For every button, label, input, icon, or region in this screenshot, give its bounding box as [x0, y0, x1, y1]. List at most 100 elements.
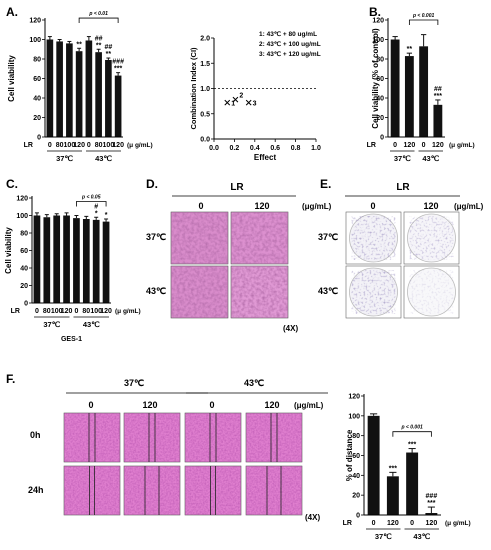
y-tick-label: 0: [356, 512, 360, 519]
significance-mark: ##: [104, 44, 112, 51]
data-point: [224, 99, 231, 106]
x-tick-label: 120: [61, 308, 73, 315]
panel-f-row-24h: 24h: [28, 485, 44, 495]
x-tick-label: 0.8: [291, 145, 301, 152]
x-prefix-label: LR: [367, 142, 376, 149]
data-point: [245, 99, 252, 106]
y-tick-label: 100: [348, 413, 360, 420]
group-label: 43℃: [413, 532, 430, 541]
bar: [386, 476, 399, 515]
significance-bracket: [78, 17, 119, 24]
y-tick-label: 80: [352, 433, 360, 440]
y-axis-label: Combination Index (CI): [189, 47, 198, 130]
bracket-label: p < 0.05: [81, 195, 101, 201]
significance-mark: ***: [114, 66, 122, 73]
panel-e-colony-plates: LR 0 120 (μg/mL) 37℃ 43℃: [318, 182, 484, 319]
y-axis-label: Cell viability: [4, 227, 13, 274]
y-tick-label: 60: [352, 453, 360, 460]
x-tick-label: 120: [100, 308, 112, 315]
data-point-label: 1: [231, 101, 235, 108]
significance-mark: ***: [389, 465, 397, 472]
bar: [105, 59, 112, 137]
y-tick-label: 80: [20, 230, 28, 237]
x-tick-label: 100: [64, 142, 76, 149]
x-tick-label: 0: [87, 142, 91, 149]
wound-texture: [64, 413, 120, 462]
group-label: 37℃: [56, 154, 73, 163]
panel-f-row-0h: 0h: [30, 430, 41, 440]
wound-texture: [185, 466, 241, 515]
bar: [419, 46, 429, 138]
panel-f-magnification: (4X): [305, 513, 320, 522]
y-tick-label: 20: [352, 493, 360, 500]
y-tick-label: 20: [33, 115, 41, 122]
bar: [75, 51, 83, 138]
y-tick-label: 1.0: [200, 86, 210, 93]
panel-e-row-43: 43℃: [318, 286, 338, 296]
significance-mark: ***: [434, 93, 442, 100]
panel-d-col-120: 120: [254, 201, 269, 211]
x-tick-label: 0: [422, 142, 426, 149]
x-tick-label: 0.0: [209, 145, 219, 152]
x-unit-label: (μ g/mL): [115, 308, 141, 315]
y-tick-label: 60: [376, 76, 384, 83]
significance-bracket: [392, 431, 432, 437]
x-tick-label: 0.4: [250, 145, 260, 152]
y-tick-label: 40: [376, 95, 384, 102]
bar: [367, 415, 380, 515]
bar: [92, 219, 100, 303]
panel-d-title: LR: [230, 182, 244, 193]
x-tick-label: 120: [73, 142, 85, 149]
x-tick-label: 80: [82, 308, 90, 315]
x-tick-label: 120: [404, 142, 416, 149]
y-axis-label: Cell viability (% of control): [371, 28, 380, 129]
panel-d-row-37: 37℃: [146, 232, 166, 242]
data-point-label: 3: [253, 101, 257, 108]
panel-e-title: LR: [396, 182, 410, 193]
wound-texture: [246, 466, 302, 515]
panel-f-wound-healing: 37℃ 43℃ 0 120 0 120 (μg/mL) 0h 24h (4X): [28, 378, 328, 522]
bar: [43, 217, 51, 303]
wound-texture: [246, 413, 302, 462]
x-tick-label: 120: [387, 520, 399, 527]
group-caption: GES-1: [61, 336, 82, 343]
y-tick-label: 0: [380, 134, 384, 141]
group-label: 43℃: [95, 154, 112, 163]
bracket-label: p < 0.01: [88, 11, 108, 17]
x-tick-label: 120: [432, 142, 444, 149]
panel-f-temp-37: 37℃: [124, 378, 144, 388]
x-tick-label: 80: [43, 308, 51, 315]
x-axis-label: Effect: [254, 153, 277, 162]
y-tick-label: 0: [37, 134, 41, 141]
legend-entry: 1: 43℃ + 80 ug/mL: [259, 30, 317, 38]
chart-a-combination-index: 0.0 0.5 1.0 1.5 2.0 0.0 0.2 0.4 0.6 0.8 1.0 12 3 Comb…: [189, 30, 321, 162]
x-tick-label: 0.6: [270, 145, 280, 152]
y-tick-label: 0: [24, 300, 28, 307]
wound-texture: [185, 413, 241, 462]
chart-f-distance: 0 20 40 60 80 100 120 % of distance 0 120 *** 0 *** 1…: [343, 393, 471, 541]
panel-d-row-43: 43℃: [146, 286, 166, 296]
x-tick-label: 0: [410, 520, 414, 527]
panel-e-colonies-37-0: [351, 216, 396, 260]
x-tick-label: 80: [95, 142, 103, 149]
y-tick-label: 40: [33, 95, 41, 102]
panel-d-microscopy: LR 0 120 (μg/mL) 37℃ 43℃ (4X): [146, 182, 332, 333]
panel-f-col-4: 120: [264, 400, 279, 410]
panel-d-texture-37-0: [171, 212, 228, 264]
panel-d-col-0: 0: [198, 201, 203, 211]
y-tick-label: 2.0: [200, 36, 210, 43]
bar: [85, 40, 93, 137]
significance-mark: *: [105, 212, 108, 219]
chart-b-viability: 0 20 40 60 80 100 120 Cell viability (% of cont…: [367, 13, 475, 163]
significance-mark: ##: [434, 86, 442, 93]
group-label: 43℃: [422, 154, 439, 163]
x-tick-label: 120: [112, 142, 124, 149]
bar: [33, 215, 41, 303]
x-tick-label: 100: [51, 308, 63, 315]
group-label: 37℃: [375, 532, 392, 541]
y-tick-label: 20: [376, 115, 384, 122]
y-tick-label: 40: [352, 473, 360, 480]
legend-entry: 3: 43℃ + 120 ug/mL: [259, 50, 321, 58]
